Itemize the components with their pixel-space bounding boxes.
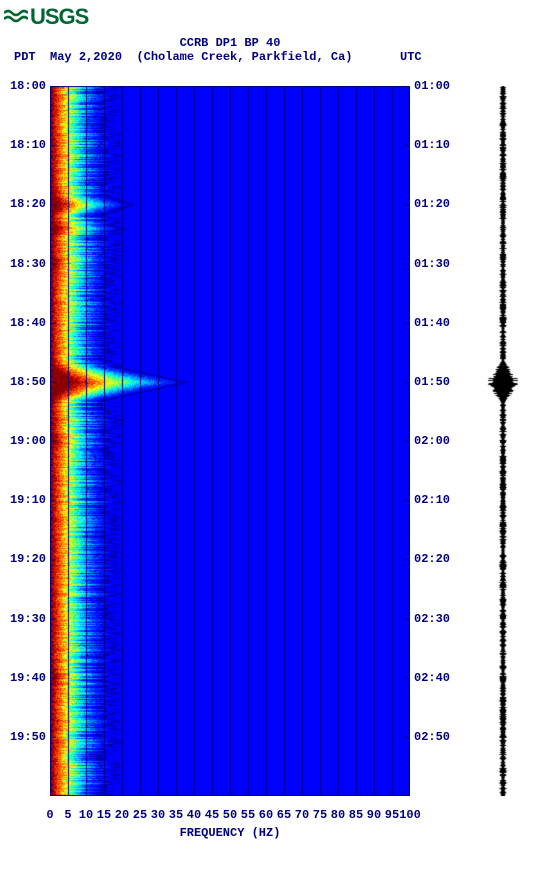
usgs-logo: USGS [4,4,88,30]
waveform-canvas [485,86,521,796]
left-time-tick: 18:50 [10,375,46,389]
freq-tick: 80 [331,808,345,822]
freq-tick: 15 [97,808,111,822]
freq-tick: 25 [133,808,147,822]
freq-tick: 5 [64,808,71,822]
right-time-tick: 01:40 [414,316,450,330]
tz-right: UTC [400,50,422,64]
left-time-tick: 18:00 [10,79,46,93]
left-time-tick: 18:20 [10,197,46,211]
right-time-tick: 01:50 [414,375,450,389]
left-time-tick: 19:00 [10,434,46,448]
left-time-axis: 18:0018:1018:2018:3018:4018:5019:0019:10… [6,86,50,796]
freq-tick: 100 [399,808,421,822]
frequency-axis: FREQUENCY (HZ) 0510152025303540455055606… [50,796,410,846]
wave-icon [4,7,28,27]
spectrogram-canvas [50,86,410,796]
left-time-tick: 19:10 [10,493,46,507]
left-time-tick: 18:40 [10,316,46,330]
freq-tick: 60 [259,808,273,822]
freq-tick: 20 [115,808,129,822]
right-time-tick: 02:40 [414,671,450,685]
right-time-axis: 01:0001:1001:2001:3001:4001:5002:0002:10… [410,86,454,796]
freq-tick: 85 [349,808,363,822]
right-time-tick: 01:20 [414,197,450,211]
right-time-tick: 01:10 [414,138,450,152]
left-time-tick: 19:20 [10,552,46,566]
left-time-tick: 19:40 [10,671,46,685]
freq-tick: 10 [79,808,93,822]
left-time-tick: 19:50 [10,730,46,744]
frequency-axis-label: FREQUENCY (HZ) [50,826,410,840]
freq-tick: 40 [187,808,201,822]
right-time-tick: 02:10 [414,493,450,507]
left-time-tick: 18:30 [10,257,46,271]
tz-left: PDT [14,50,36,64]
right-time-tick: 01:30 [414,257,450,271]
freq-tick: 30 [151,808,165,822]
location: (Cholame Creek, Parkfield, Ca) [136,50,352,64]
spectrogram-chart [50,86,410,796]
logo-text: USGS [30,4,88,30]
left-time-tick: 19:30 [10,612,46,626]
date: May 2,2020 [50,50,122,64]
waveform-trace [485,86,521,796]
right-time-tick: 01:00 [414,79,450,93]
freq-tick: 35 [169,808,183,822]
freq-tick: 90 [367,808,381,822]
freq-tick: 55 [241,808,255,822]
right-time-tick: 02:30 [414,612,450,626]
freq-tick: 75 [313,808,327,822]
freq-tick: 65 [277,808,291,822]
station-title: CCRB DP1 BP 40 [10,36,450,50]
freq-tick: 45 [205,808,219,822]
right-time-tick: 02:00 [414,434,450,448]
freq-tick: 95 [385,808,399,822]
freq-tick: 70 [295,808,309,822]
right-time-tick: 02:20 [414,552,450,566]
chart-header: CCRB DP1 BP 40 PDT May 2,2020 (Cholame C… [0,36,552,50]
header-info: PDT May 2,2020 (Cholame Creek, Parkfield… [14,50,352,64]
right-time-tick: 02:50 [414,730,450,744]
freq-tick: 0 [46,808,53,822]
freq-tick: 50 [223,808,237,822]
left-time-tick: 18:10 [10,138,46,152]
